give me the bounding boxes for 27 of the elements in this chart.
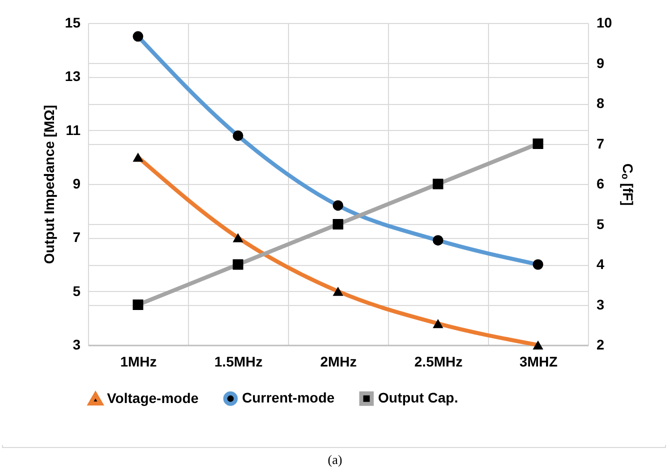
y-tick-label: 5 xyxy=(72,282,81,299)
y2-axis-title: Cₒ [fF] xyxy=(620,163,636,206)
y2-tick-label: 2 xyxy=(596,336,604,352)
y2-tick-label: 5 xyxy=(596,216,604,232)
y-tick-label: 13 xyxy=(64,68,81,84)
y-tick-label: 3 xyxy=(72,336,81,352)
y-tick-label: 15 xyxy=(64,14,81,30)
legend-label: Output Cap. xyxy=(378,390,458,406)
y2-tick-label: 4 xyxy=(596,256,604,272)
x-tick-label: 1.5MHz xyxy=(214,354,263,370)
legend-label: Voltage-mode xyxy=(107,390,199,406)
text: (a) xyxy=(326,452,344,468)
x-tick-label: 2MHz xyxy=(320,354,357,370)
legend-label: Current-mode xyxy=(242,390,335,406)
y2-tick-label: 3 xyxy=(596,296,604,312)
y2-tick-label: 9 xyxy=(596,54,604,71)
y2-tick-label: 7 xyxy=(596,135,604,152)
x-tick-label: 1MHz xyxy=(120,354,157,370)
y-tick-label: 7 xyxy=(72,229,81,246)
y-tick-label: 9 xyxy=(72,176,81,192)
y-tick-label: 11 xyxy=(66,122,81,138)
x-tick-label: 3MHZ xyxy=(519,354,558,370)
y2-tick-label: 10 xyxy=(596,14,612,30)
y2-tick-label: 6 xyxy=(596,176,604,192)
y2-tick-label: 8 xyxy=(596,95,604,111)
x-tick-label: 2.5MHz xyxy=(414,354,463,370)
y-axis-title: Output Impedance [MΩ] xyxy=(40,105,57,264)
